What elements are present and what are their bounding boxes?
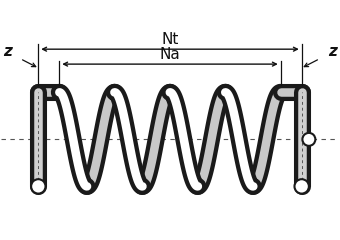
Text: z: z — [3, 44, 12, 60]
Circle shape — [31, 179, 46, 194]
Circle shape — [302, 133, 315, 146]
Text: z: z — [328, 44, 337, 60]
Text: Na: Na — [159, 47, 181, 62]
Text: Nt: Nt — [161, 32, 179, 47]
Circle shape — [294, 179, 309, 194]
